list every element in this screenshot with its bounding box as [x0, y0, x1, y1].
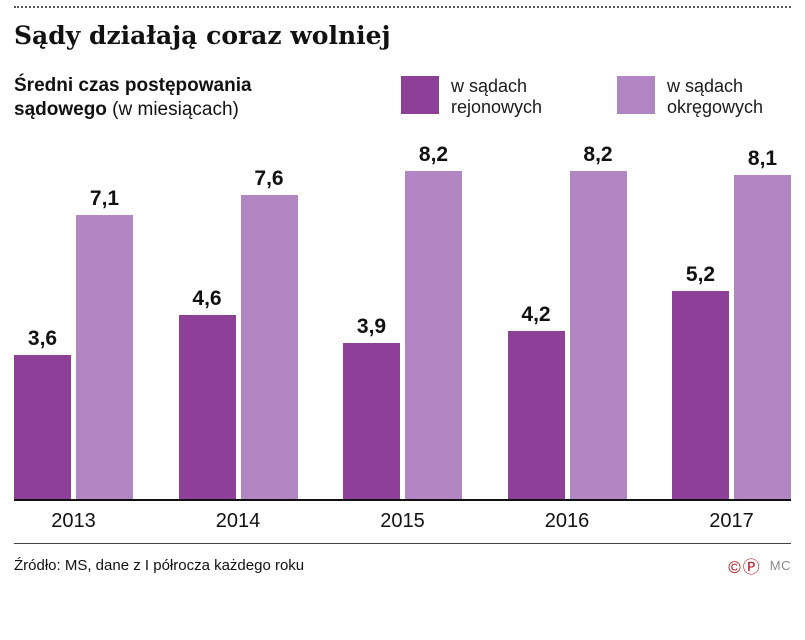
brand-mark: MC — [769, 557, 791, 573]
legend-swatch-rejonowe — [401, 75, 439, 114]
x-axis-labels: 2013 2014 2015 2016 2017 — [14, 501, 791, 544]
bar-value-label: 4,2 — [521, 302, 551, 326]
x-tick-label: 2016 — [544, 509, 590, 532]
chart-header: Średni czas postępowania sądowego (w mie… — [14, 74, 791, 123]
bar-rejonowe — [672, 290, 729, 499]
bar-group: 4,6 7,6 — [178, 139, 298, 499]
copyright-icon: ©Ⓟ — [728, 557, 762, 577]
x-tick-label: 2014 — [215, 509, 261, 532]
bar-wrapper: 7,1 — [76, 139, 133, 499]
bar-wrapper: 3,9 — [343, 139, 400, 499]
bar-okregowe — [405, 170, 462, 499]
legend-label-okregowe: w sądach okręgowych — [667, 75, 764, 118]
page-title: Sądy działają coraz wolniej — [14, 21, 391, 50]
legend-item-rejonowe: w sądach rejonowych — [401, 75, 561, 119]
chart-subtitle-bold: Średni czas postępowania sądowego — [14, 74, 252, 121]
bar-group: 3,9 8,2 — [343, 139, 462, 499]
bar-value-label: 8,2 — [583, 142, 613, 166]
x-tick-label: 2017 — [709, 509, 754, 532]
bar-value-label: 8,2 — [418, 142, 449, 166]
legend-swatch-okregowe — [617, 75, 655, 114]
bar-okregowe — [569, 170, 627, 499]
bar-wrapper: 3,6 — [14, 139, 71, 499]
bar-value-label: 7,1 — [89, 186, 120, 210]
top-dotted-border — [14, 6, 791, 8]
bar-rejonowe — [178, 314, 236, 499]
bar-wrapper: 5,2 — [672, 139, 729, 499]
bar-okregowe — [240, 194, 298, 499]
bar-value-label: 4,6 — [192, 286, 222, 310]
bar-rejonowe — [14, 354, 71, 499]
legend-label-rejonowe: w sądach rejonowych — [451, 75, 543, 118]
bar-wrapper: 4,2 — [507, 139, 565, 499]
bar-value-label: 3,6 — [27, 326, 58, 350]
x-tick-label: 2015 — [380, 509, 425, 532]
source-note: Źródło: MS, dane z I półrocza każdego ro… — [14, 556, 305, 574]
chart-legend: w sądach rejonowych w sądach okręgowych — [401, 75, 777, 119]
chart-subtitle: Średni czas postępowania sądowego (w mie… — [14, 74, 314, 123]
plot-area: 3,6 7,1 4,6 7,6 3,9 8,2 4,2 8,2 5,2 8,1 — [14, 139, 791, 501]
bar-wrapper: 8,2 — [405, 139, 462, 499]
bar-wrapper: 8,1 — [734, 139, 791, 499]
chart-subtitle-unit: (w miesiącach) — [106, 99, 239, 121]
bar-group: 5,2 8,1 — [672, 139, 791, 499]
bar-value-label: 5,2 — [685, 262, 716, 286]
bar-okregowe — [76, 214, 133, 499]
bar-value-label: 7,6 — [254, 166, 284, 190]
bar-okregowe — [734, 174, 791, 499]
bar-rejonowe — [507, 330, 565, 499]
bar-wrapper: 7,6 — [240, 139, 298, 499]
footer-marks: ©Ⓟ MC — [728, 553, 791, 578]
bar-group: 3,6 7,1 — [14, 139, 133, 499]
bar-value-label: 3,9 — [356, 314, 387, 338]
bar-wrapper: 8,2 — [569, 139, 627, 499]
x-tick-label: 2013 — [51, 509, 96, 532]
chart-footer: Źródło: MS, dane z I półrocza każdego ro… — [14, 553, 791, 578]
legend-item-okregowe: w sądach okręgowych — [617, 75, 777, 119]
bar-wrapper: 4,6 — [178, 139, 236, 499]
bar-group: 4,2 8,2 — [507, 139, 627, 499]
bar-value-label: 8,1 — [747, 146, 778, 170]
bar-rejonowe — [343, 342, 400, 499]
